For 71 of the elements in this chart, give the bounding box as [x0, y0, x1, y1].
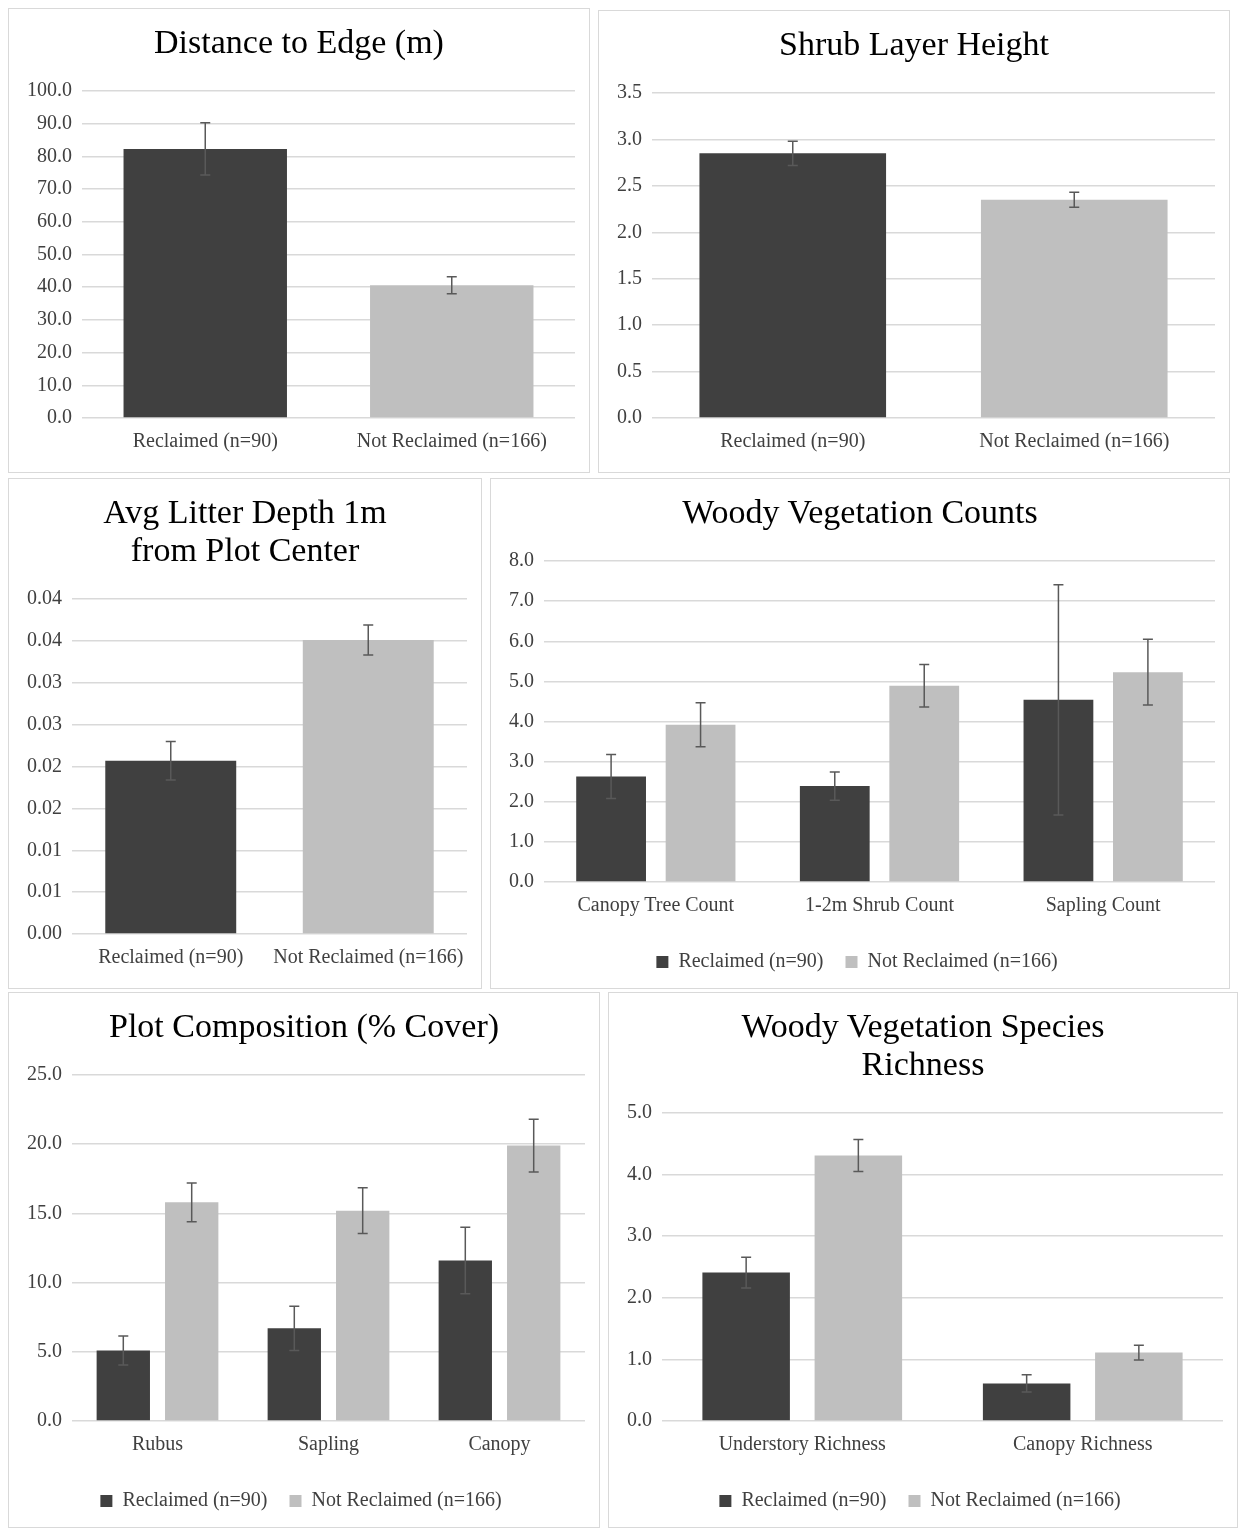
legend-label: Not Reclaimed (n=166): [930, 1488, 1121, 1512]
y-tick-label: 0.04: [27, 586, 62, 609]
y-tick-label: 90.0: [37, 110, 72, 133]
y-tick-label: 7.0: [509, 588, 534, 611]
x-tick-label: Not Reclaimed (n=166): [979, 429, 1170, 453]
y-tick-label: 10.0: [27, 1269, 62, 1292]
chart-title: Avg Litter Depth 1m from Plot Center: [102, 493, 388, 569]
y-tick-label: 60.0: [37, 209, 72, 232]
y-tick-label: 70.0: [37, 176, 72, 199]
y-tick-label: 5.0: [509, 668, 534, 691]
x-tick-label: Rubus: [131, 1432, 184, 1455]
y-tick-label: 80.0: [37, 143, 72, 166]
x-tick-label: Not Reclaimed (n=166): [356, 429, 547, 453]
y-tick-label: 2.0: [617, 219, 642, 242]
y-tick-label: 0.0: [509, 869, 534, 892]
y-tick-label: 50.0: [37, 241, 72, 264]
y-tick-label: 1.0: [627, 1346, 652, 1369]
x-tick-label: Sapling: [297, 1432, 360, 1456]
y-tick-label: 2.0: [627, 1285, 652, 1308]
legend-label: Not Reclaimed (n=166): [311, 1488, 502, 1512]
y-tick-label: 0.0: [617, 405, 642, 428]
x-tick-label: Understory Richness: [718, 1432, 887, 1456]
y-tick-label: 3.0: [617, 126, 642, 149]
y-tick-label: 0.03: [27, 711, 62, 734]
y-tick-label: 0.00: [27, 921, 62, 944]
chart-title: Woody Vegetation Counts: [681, 493, 1039, 531]
y-tick-label: 0.02: [27, 795, 62, 818]
y-tick-label: 0.01: [27, 879, 62, 902]
y-tick-label: 100.0: [27, 78, 72, 101]
x-tick-label: Canopy: [468, 1432, 531, 1456]
x-tick-label: Reclaimed (n=90): [720, 429, 866, 453]
chart-title: Woody Vegetation Species Richness: [740, 1007, 1106, 1083]
y-tick-label: 15.0: [27, 1200, 62, 1223]
y-tick-label: 0.0: [37, 1408, 62, 1431]
y-tick-label: 1.0: [617, 312, 642, 335]
y-tick-label: 0.04: [27, 628, 62, 651]
y-tick-label: 3.0: [509, 748, 534, 771]
y-tick-label: 1.0: [509, 829, 534, 852]
y-tick-label: 3.0: [627, 1223, 652, 1246]
x-tick-label: Canopy Tree Count: [577, 893, 735, 917]
y-tick-label: 2.5: [617, 173, 642, 196]
chart-title: Plot Composition (% Cover): [107, 1007, 501, 1045]
y-tick-label: 0.02: [27, 753, 62, 776]
y-tick-label: 4.0: [627, 1161, 652, 1184]
y-tick-label: 0.03: [27, 670, 62, 692]
y-tick-label: 20.0: [37, 339, 72, 362]
y-tick-label: 20.0: [27, 1131, 62, 1154]
y-tick-label: 5.0: [37, 1339, 62, 1362]
legend-label: Reclaimed (n=90): [122, 1488, 268, 1512]
y-tick-label: 0.5: [617, 358, 642, 381]
y-tick-label: 0.0: [627, 1408, 652, 1431]
chart-title: Distance to Edge (m): [153, 23, 445, 61]
y-tick-label: 2.0: [509, 789, 534, 811]
legend-label: Reclaimed (n=90): [741, 1488, 887, 1512]
y-tick-label: 10.0: [37, 372, 72, 395]
y-tick-label: 5.0: [627, 1100, 652, 1123]
y-tick-label: 8.0: [509, 548, 534, 571]
x-tick-label: Canopy Richness: [1013, 1432, 1153, 1456]
y-tick-label: 40.0: [37, 274, 72, 297]
x-tick-label: Sapling Count: [1045, 893, 1162, 917]
y-tick-label: 0.01: [27, 837, 62, 860]
y-tick-label: 1.5: [617, 265, 642, 288]
y-tick-label: 25.0: [27, 1062, 62, 1085]
chart-title: Shrub Layer Height: [777, 25, 1050, 63]
y-tick-label: 0.0: [47, 405, 72, 428]
y-tick-label: 3.5: [617, 80, 642, 103]
y-tick-label: 30.0: [37, 307, 72, 330]
x-tick-label: 1-2m Shrub Count: [805, 893, 955, 916]
y-tick-label: 4.0: [509, 708, 534, 731]
x-tick-label: Reclaimed (n=90): [132, 429, 278, 453]
y-tick-label: 6.0: [509, 628, 534, 651]
